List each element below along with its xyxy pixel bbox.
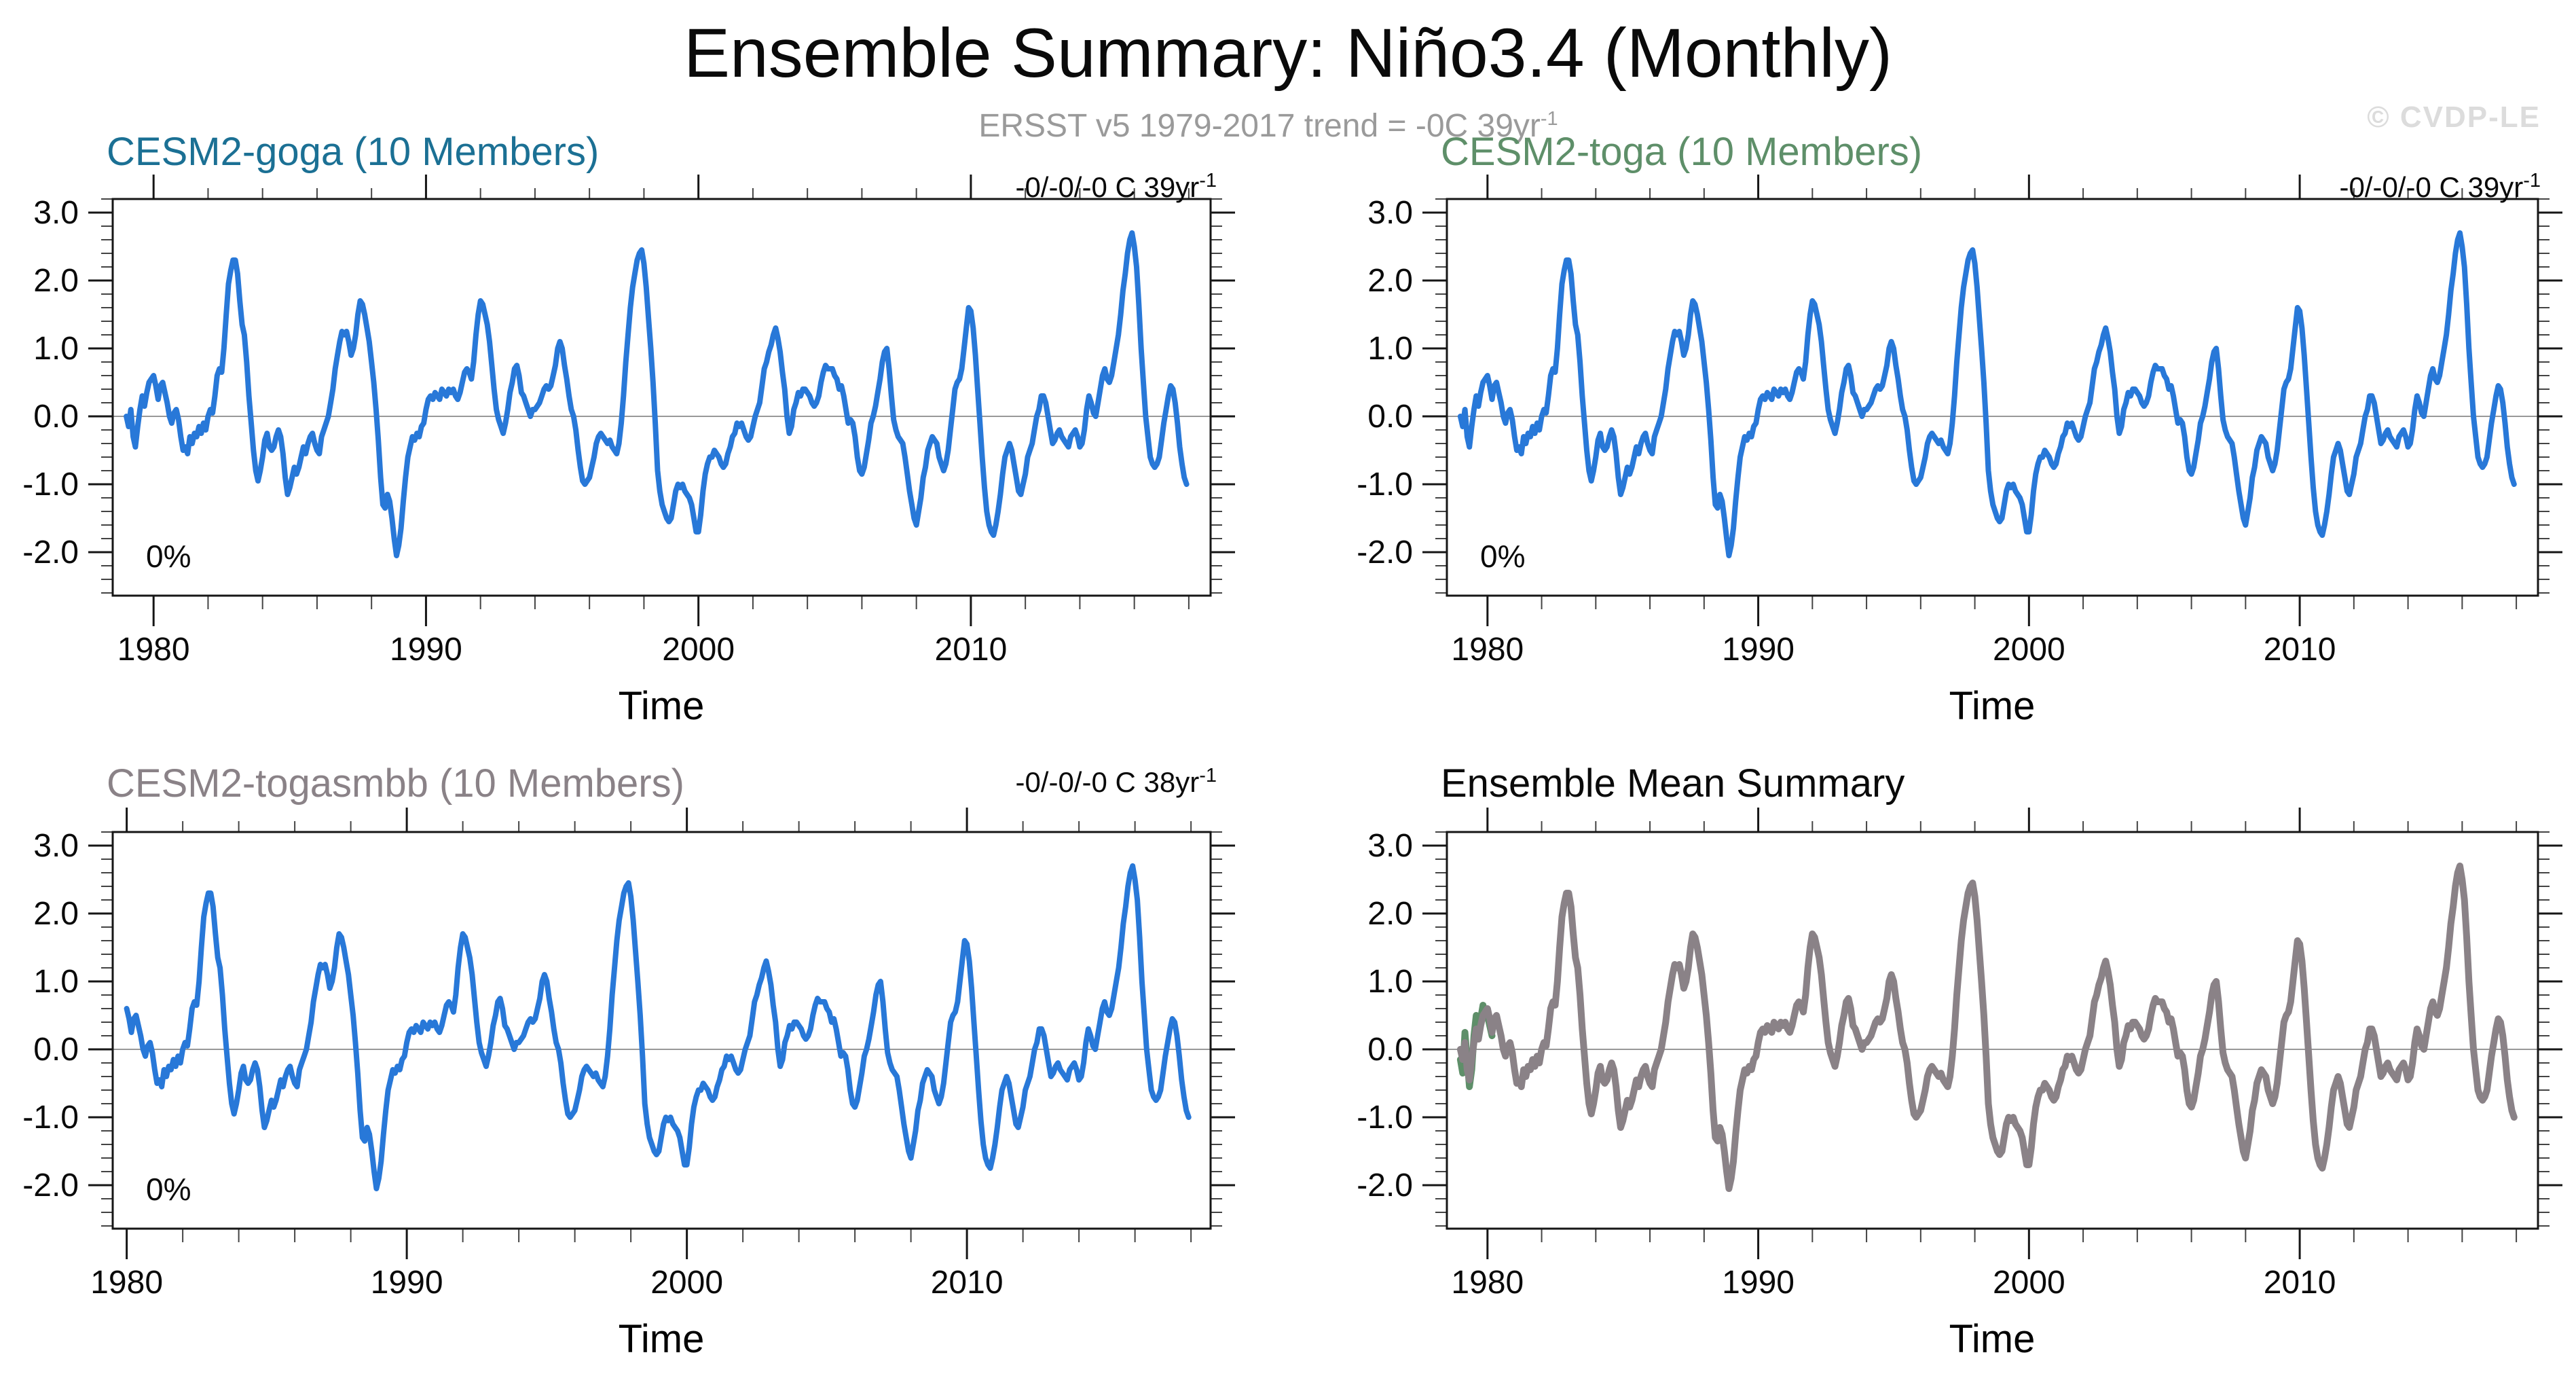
percent-label-cesm2-togasmbb: 0%	[146, 1172, 191, 1207]
x-tick-label: 1980	[90, 1265, 163, 1301]
plot-frame	[111, 831, 1212, 1230]
x-tick-label: 1990	[1722, 1265, 1795, 1301]
series-line-obs	[124, 230, 1190, 558]
trend-label-superscript: -1	[1199, 765, 1217, 787]
plot-frame	[111, 198, 1212, 597]
x-axis-title-cesm2-togasmbb: Time	[618, 1317, 705, 1361]
y-tick-label: -2.0	[22, 1168, 79, 1204]
trend-label-superscript: -1	[1199, 170, 1217, 192]
y-tick-label: 2.0	[1367, 896, 1413, 932]
page-title: Ensemble Summary: Niño3.4 (Monthly)	[684, 14, 1892, 92]
y-tick-label: -1.0	[22, 467, 79, 503]
trend-label-superscript: -1	[2523, 170, 2541, 192]
panel-ensemble-mean: 3.0 2.0 1.0 0.0 -1.0 -2.0 1980 1990 2000 2010	[1357, 808, 2562, 1301]
x-tick-label: 1980	[117, 632, 190, 668]
y-tick-label: 1.0	[33, 964, 79, 1000]
panel-cesm2-togasmbb: 3.0 2.0 1.0 0.0 -1.0 -2.0 1980 1990 2000 2010	[22, 808, 1235, 1301]
y-tick-label: 1.0	[1367, 964, 1413, 1000]
series-line-obs	[1457, 230, 2517, 558]
x-tick-label: 2000	[662, 632, 735, 668]
plot-frame	[1446, 198, 2539, 597]
x-axis-title-cesm2-goga: Time	[618, 684, 705, 728]
y-tick-label: -2.0	[1357, 1168, 1413, 1204]
trend-label-cesm2-toga: -0/-0/-0 C 39yr-1	[2339, 170, 2541, 204]
y-tick-label: 0.0	[33, 399, 79, 435]
x-tick-label: 2010	[931, 1265, 1004, 1301]
trend-label-cesm2-goga: -0/-0/-0 C 39yr-1	[1015, 170, 1217, 204]
panel-cesm2-toga: 3.0 2.0 1.0 0.0 -1.0 -2.0 1980 1990 2000 2010	[1357, 175, 2562, 668]
x-tick-label: 1990	[371, 1265, 443, 1301]
x-axis-title-ensemble-mean: Time	[1949, 1317, 2036, 1361]
y-tick-label: 3.0	[33, 195, 79, 231]
y-tick-label: 3.0	[1367, 828, 1413, 864]
series-line-togasmbb-mean	[1456, 863, 2518, 1192]
panel-title-cesm2-togasmbb: CESM2-togasmbb (10 Members)	[107, 761, 684, 806]
x-tick-label: 1980	[1451, 1265, 1524, 1301]
percent-label-cesm2-toga: 0%	[1480, 539, 1526, 574]
panel-title-ensemble-mean: Ensemble Mean Summary	[1441, 761, 1905, 806]
obs-trend-subtitle-text: ERSST v5 1979-2017 trend = -0C 39yr	[978, 108, 1541, 144]
trend-label-text: -0/-0/-0 C 39yr	[2339, 171, 2524, 203]
y-tick-label: 1.0	[33, 331, 79, 367]
series-line-obs	[124, 863, 1192, 1191]
cvdp-le-watermark: © CVDP-LE	[2367, 101, 2541, 134]
y-tick-label: -1.0	[22, 1100, 79, 1136]
panel-title-cesm2-goga: CESM2-goga (10 Members)	[107, 130, 600, 174]
y-tick-label: -1.0	[1357, 1100, 1413, 1136]
x-tick-label: 2000	[1993, 632, 2065, 668]
plot-frame	[1446, 831, 2539, 1230]
y-tick-label: 3.0	[33, 828, 79, 864]
x-tick-label: 1990	[390, 632, 462, 668]
y-tick-label: 0.0	[1367, 1032, 1413, 1068]
trend-label-text: -0/-0/-0 C 39yr	[1015, 171, 1200, 203]
x-tick-label: 1990	[1722, 632, 1795, 668]
x-tick-label: 2010	[2264, 632, 2336, 668]
y-tick-label: 2.0	[33, 896, 79, 932]
obs-trend-subtitle: ERSST v5 1979-2017 trend = -0C 39yr-1	[978, 107, 1558, 145]
y-tick-label: 1.0	[1367, 331, 1413, 367]
y-tick-label: 3.0	[1367, 195, 1413, 231]
y-tick-label: -1.0	[1357, 467, 1413, 503]
trend-label-cesm2-togasmbb: -0/-0/-0 C 38yr-1	[1015, 765, 1217, 799]
y-tick-label: -2.0	[22, 535, 79, 571]
percent-label-cesm2-goga: 0%	[146, 539, 191, 574]
x-axis-title-cesm2-toga: Time	[1949, 684, 2036, 728]
panel-title-cesm2-toga: CESM2-toga (10 Members)	[1441, 130, 1923, 174]
y-tick-label: 2.0	[1367, 263, 1413, 299]
y-tick-label: 2.0	[33, 263, 79, 299]
panel-cesm2-goga: 3.0 2.0 1.0 0.0 -1.0 -2.0 1980 1990 2000 2010	[22, 175, 1235, 668]
obs-trend-subtitle-superscript: -1	[1540, 108, 1558, 130]
x-tick-label: 2010	[2264, 1265, 2336, 1301]
x-tick-label: 2010	[935, 632, 1008, 668]
y-tick-label: -2.0	[1357, 535, 1413, 571]
x-tick-label: 2000	[650, 1265, 723, 1301]
x-tick-label: 2000	[1993, 1265, 2065, 1301]
y-tick-label: 0.0	[33, 1032, 79, 1068]
trend-label-text: -0/-0/-0 C 38yr	[1015, 766, 1200, 798]
x-tick-label: 1980	[1451, 632, 1524, 668]
y-tick-label: 0.0	[1367, 399, 1413, 435]
